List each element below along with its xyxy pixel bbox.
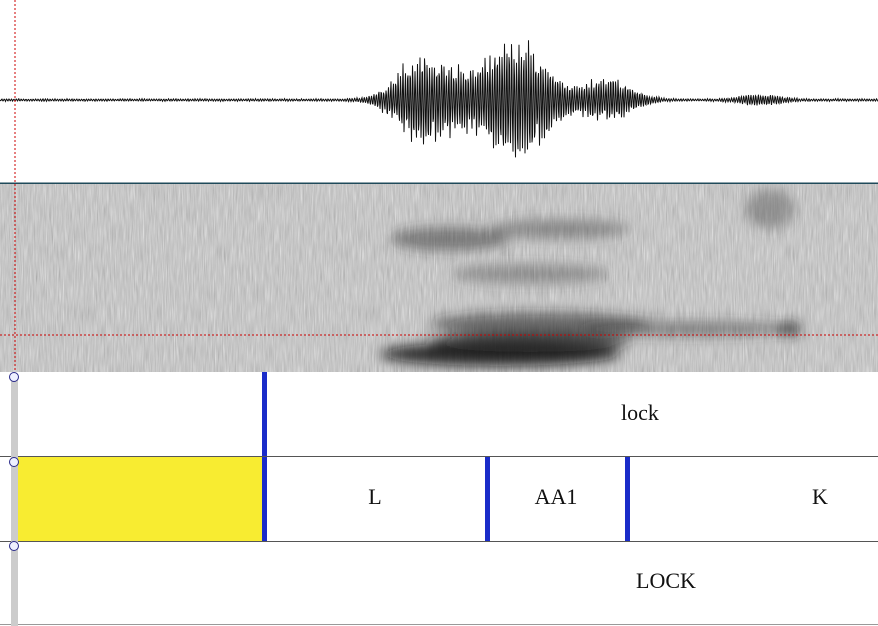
- phone-tier[interactable]: L AA1 K: [0, 457, 878, 541]
- phone-label-l[interactable]: L: [368, 484, 382, 509]
- phone-label-aa1[interactable]: AA1: [534, 484, 578, 509]
- phone-label-k[interactable]: K: [812, 484, 828, 509]
- bottom-border: [0, 624, 878, 625]
- phone-boundary-l-aa1[interactable]: [485, 457, 490, 541]
- transcript-label-lock[interactable]: LOCK: [636, 568, 696, 593]
- word-boundary[interactable]: [262, 372, 267, 456]
- waveform-view[interactable]: [0, 0, 878, 184]
- spectrogram-energy: [380, 189, 802, 366]
- tier-handle-phone[interactable]: [9, 457, 19, 467]
- word-tier[interactable]: lock: [0, 372, 878, 456]
- waveform-trace: [0, 40, 878, 158]
- phone-boundary-start[interactable]: [262, 457, 267, 541]
- word-label-lock[interactable]: lock: [621, 400, 659, 425]
- spectrogram-view[interactable]: [0, 184, 878, 372]
- phone-boundary-aa1-k[interactable]: [625, 457, 630, 541]
- tier-handle-word[interactable]: [9, 372, 19, 382]
- tier-scroll-rail[interactable]: [11, 377, 18, 626]
- tier-separator: [0, 541, 878, 542]
- transcript-tier[interactable]: LOCK: [0, 542, 878, 626]
- tier-separator: [0, 456, 878, 457]
- selected-interval[interactable]: [15, 457, 263, 541]
- tier-handle-transcript[interactable]: [9, 541, 19, 551]
